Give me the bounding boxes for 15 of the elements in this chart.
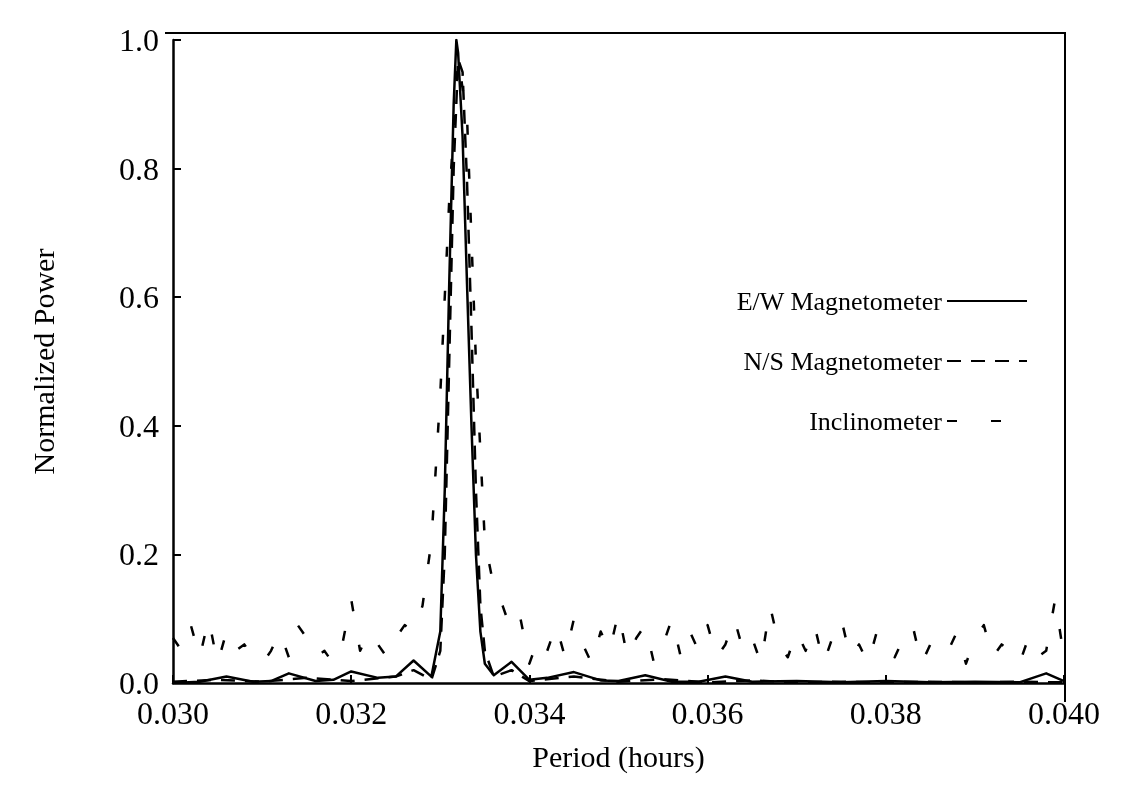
legend-label: N/S Magnetometer bbox=[743, 346, 943, 376]
y-tick-label: 0.4 bbox=[119, 407, 159, 444]
x-tick-label: 0.036 bbox=[671, 695, 744, 731]
y-tick-label: 1.0 bbox=[119, 22, 159, 58]
legend-label: Inclinometer bbox=[809, 406, 943, 436]
legend-label: E/W Magnetometer bbox=[736, 286, 943, 316]
x-axis-title: Period (hours) bbox=[532, 739, 705, 774]
x-tick-label: 0.038 bbox=[849, 695, 922, 731]
y-tick-label: 0.6 bbox=[119, 279, 159, 316]
y-tick-label: 0.2 bbox=[119, 536, 159, 573]
y-tick-label: 0.8 bbox=[119, 150, 159, 187]
x-tick-label: 0.032 bbox=[315, 695, 388, 731]
y-axis-title: Normalized Power bbox=[26, 248, 60, 475]
x-tick-label: 0.040 bbox=[1028, 695, 1100, 731]
x-tick-label: 0.034 bbox=[493, 695, 566, 731]
